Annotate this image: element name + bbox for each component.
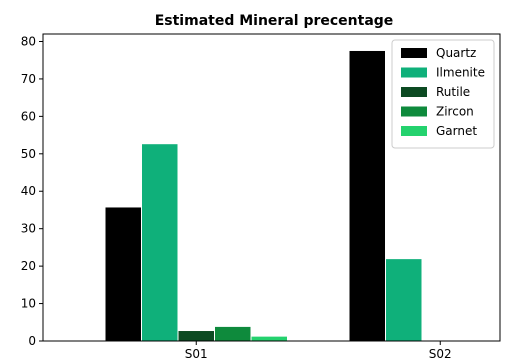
y-tick-label: 0 [28, 334, 36, 348]
legend-swatch-garnet [401, 126, 427, 136]
bar-quartz-s01 [105, 207, 142, 341]
bar-ilmenite-s01 [142, 144, 179, 341]
bar-ilmenite-s02 [386, 259, 423, 341]
legend-swatch-ilmenite [401, 68, 427, 78]
y-tick-label: 80 [21, 34, 36, 48]
legend-swatch-rutile [401, 87, 427, 97]
y-tick-label: 20 [21, 259, 36, 273]
bars-group [105, 50, 422, 341]
legend-label-rutile: Rutile [436, 85, 470, 99]
bar-rutile-s01 [178, 331, 215, 341]
legend-swatch-quartz [401, 48, 427, 58]
y-tick-label: 30 [21, 222, 36, 236]
bar-zircon-s01 [215, 326, 252, 341]
y-tick-label: 40 [21, 184, 36, 198]
chart-title: Estimated Mineral precentage [155, 13, 394, 29]
x-tick-label: S02 [429, 347, 452, 361]
chart-legend: Quartz Ilmenite Rutile Zircon Garnet [392, 40, 494, 148]
bar-quartz-s02 [349, 50, 386, 341]
legend-label-garnet: Garnet [436, 124, 477, 138]
y-tick-label: 10 [21, 297, 36, 311]
y-tick-label: 50 [21, 147, 36, 161]
legend-label-zircon: Zircon [436, 105, 474, 119]
x-tick-label: S01 [185, 347, 208, 361]
legend-label-quartz: Quartz [436, 46, 476, 60]
legend-swatch-zircon [401, 107, 427, 117]
y-tick-label: 70 [21, 72, 36, 86]
legend-label-ilmenite: Ilmenite [436, 66, 485, 80]
bar-garnet-s01 [251, 336, 288, 341]
y-tick-label: 60 [21, 109, 36, 123]
